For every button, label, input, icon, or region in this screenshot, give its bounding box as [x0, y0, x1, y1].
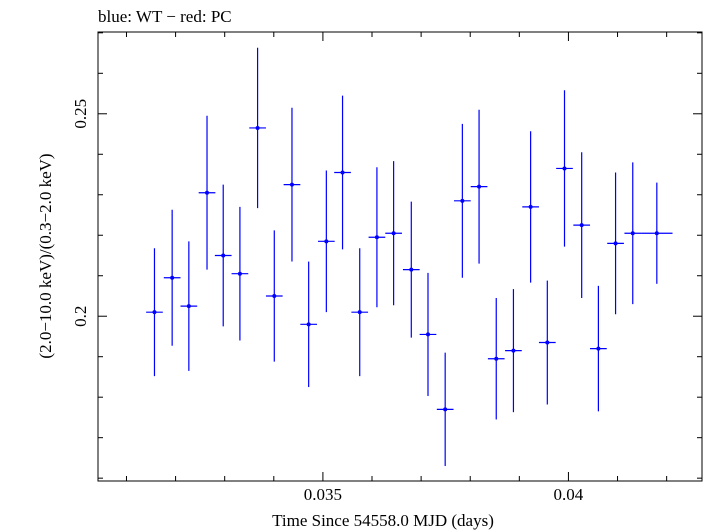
point-marker [170, 275, 175, 280]
point-marker [528, 204, 533, 209]
point-marker [562, 166, 567, 171]
point-marker [613, 241, 618, 246]
point-marker [205, 190, 210, 195]
x-axis-label: Time Since 54558.0 MJD (days) [272, 511, 494, 530]
data-point [590, 285, 607, 412]
y-axis-label: (2.0−10.0 keV)/(0.3−2.0 keV) [36, 153, 55, 358]
axis-tick-labels: 0.035 0.04 0.2 0.25 [71, 99, 584, 504]
x-tick-label: 0.04 [554, 485, 584, 504]
data-point [300, 261, 318, 388]
point-marker [186, 304, 191, 309]
point-marker [255, 125, 260, 130]
data-point [180, 241, 198, 371]
x-tick-label: 0.035 [304, 485, 342, 504]
point-marker [221, 253, 226, 258]
point-marker [357, 310, 362, 315]
point-marker [272, 293, 277, 298]
point-marker [511, 348, 516, 353]
chart-title: blue: WT − red: PC [98, 7, 232, 26]
data-point [522, 131, 539, 283]
point-marker [425, 332, 430, 337]
data-point [368, 167, 386, 308]
data-point [641, 182, 673, 284]
point-marker [545, 340, 550, 345]
point-marker [409, 267, 414, 272]
point-marker [443, 407, 448, 412]
data-point [436, 352, 454, 467]
point-marker [152, 310, 157, 315]
data-point [198, 115, 216, 270]
point-marker [306, 322, 311, 327]
data-point [624, 162, 642, 305]
plot-frame [97, 31, 703, 482]
data-point [556, 90, 573, 247]
point-marker [289, 182, 294, 187]
y-tick-label: 0.2 [71, 306, 90, 327]
point-marker [630, 231, 635, 236]
data-point [249, 47, 266, 209]
data-point [607, 172, 624, 315]
data-point [454, 123, 471, 278]
data-point [351, 248, 369, 377]
data-point [231, 206, 249, 341]
data-point [573, 152, 591, 298]
point-marker [340, 170, 345, 175]
data-point [265, 230, 283, 362]
point-marker [324, 239, 329, 244]
data-points [146, 47, 673, 467]
data-point [146, 248, 163, 377]
point-marker [494, 356, 499, 361]
data-point [317, 170, 335, 313]
data-point [283, 107, 301, 262]
point-marker [477, 184, 482, 189]
point-marker [237, 271, 242, 276]
data-point [402, 201, 420, 338]
data-point [505, 289, 522, 413]
point-marker [596, 346, 601, 351]
point-marker [391, 231, 396, 236]
data-point [538, 280, 556, 405]
point-marker [460, 198, 465, 203]
data-point [163, 209, 181, 346]
data-point [419, 272, 437, 396]
data-point [334, 95, 351, 250]
y-tick-label: 0.25 [71, 99, 90, 129]
point-marker [374, 235, 379, 240]
point-marker [654, 231, 659, 236]
data-point [214, 184, 232, 327]
data-point [470, 109, 488, 264]
data-point [385, 161, 402, 306]
data-point [487, 297, 505, 420]
point-marker [579, 223, 584, 228]
axis-ticks [98, 32, 702, 481]
